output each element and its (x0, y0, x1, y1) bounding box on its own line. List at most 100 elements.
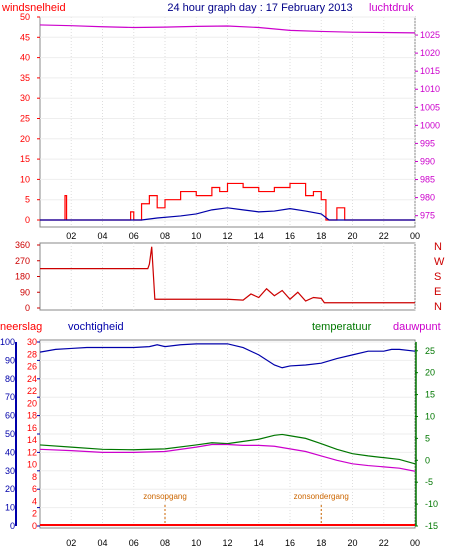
panel1-x-tick-label: 20 (347, 231, 357, 241)
temperature-tick-label: 20 (425, 368, 435, 378)
wind-speed-axis: 0 5 10 15 20 25 30 35 40 45 50 (20, 12, 40, 225)
panel3-x-tick-label: 20 (347, 538, 357, 548)
temperature-tick-label: -5 (425, 477, 433, 487)
panel3-x-tick-label: 02 (66, 538, 76, 548)
humidity-tick-label: 30 (5, 466, 15, 476)
temperature-label: temperatuur (312, 321, 372, 333)
wind-speed-line (40, 182, 415, 221)
panel1-x-tick-label: 18 (316, 231, 326, 241)
temperature-tick-label: 25 (425, 346, 435, 356)
chart-title: 24 hour graph day : 17 February 2013 (167, 2, 352, 14)
pressure-label: luchtdruk (369, 2, 414, 14)
rain-tick-label: 30 (27, 337, 37, 347)
humidity-tick-label: 100 (0, 337, 15, 347)
rain-tick-label: 16 (27, 423, 37, 433)
rain-tick-label: 20 (27, 398, 37, 408)
direction-tick-label: 180 (15, 272, 30, 282)
panel3-series (39, 343, 416, 526)
panel1-x-tick-label: 22 (379, 231, 389, 241)
pressure-axis: 975 980 985 990 995 1000 1005 1010 1015 1020 1025 (415, 30, 440, 221)
wind-speed-tick-label: 50 (20, 12, 30, 22)
panel2-series (40, 246, 415, 304)
humidity-tick-label: 70 (5, 392, 15, 402)
rain-tick-label: 26 (27, 362, 37, 372)
wind-speed-tick-label: 10 (20, 174, 30, 184)
temperature-tick-label: 15 (425, 390, 435, 400)
direction-tick-label: 90 (20, 287, 30, 297)
compass-label: N (434, 241, 442, 253)
humidity-tick-label: 80 (5, 374, 15, 384)
wind-speed-tick-label: 0 (25, 215, 30, 225)
panel1-x-tick-label: 02 (66, 231, 76, 241)
wind-speed-tick-label: 5 (25, 195, 30, 205)
pressure-line (39, 24, 416, 34)
panel1-x-tick-label: 16 (285, 231, 295, 241)
panel-wind-pressure: windsnelheid luchtdruk 05101520253035404… (1, 2, 440, 241)
sun-markers: zonsopgang zonsondergang (143, 492, 349, 526)
panel1-x-tick-label: 06 (129, 231, 139, 241)
rain-tick-label: 24 (27, 374, 37, 384)
panel1-gridlines (40, 16, 416, 227)
compass-label: E (434, 286, 441, 298)
panel3-x-axis: 02 04 06 08 10 12 14 16 18 20 22 00 (66, 538, 420, 548)
average-wind-line (40, 207, 415, 221)
panel2-gridlines (70, 243, 416, 310)
compass-label: W (434, 256, 445, 268)
rain-label: neerslag (0, 321, 42, 333)
panel1-x-tick-label: 12 (222, 231, 232, 241)
compass-label: N (434, 301, 442, 313)
compass-label: S (434, 271, 441, 283)
temperature-tick-label: 10 (425, 411, 435, 421)
humidity-tick-label: 20 (5, 484, 15, 494)
rain-tick-label: 18 (27, 411, 37, 421)
pressure-tick-label: 1020 (420, 48, 440, 58)
panel1-x-axis: 02 04 06 08 10 12 14 16 18 20 22 00 (66, 231, 420, 241)
wind-speed-tick-label: 20 (20, 134, 30, 144)
dewpoint-line (39, 443, 416, 472)
panel1-x-tick-label: 10 (191, 231, 201, 241)
humidity-tick-label: 60 (5, 411, 15, 421)
humidity-tick-label: 0 (10, 521, 15, 531)
humidity-tick-label: 90 (5, 355, 15, 365)
direction-tick-label: 270 (15, 256, 30, 266)
temperature-axis: -15 -10 -5 0 5 10 15 20 25 (415, 342, 438, 531)
pressure-tick-label: 1010 (420, 84, 440, 94)
pressure-tick-label: 1025 (420, 30, 440, 40)
panel3-x-tick-label: 08 (160, 538, 170, 548)
sunset-label: zonsondergang (294, 492, 349, 501)
temperature-tick-label: -15 (425, 521, 438, 531)
pressure-tick-label: 1000 (420, 120, 440, 130)
panel1-x-tick-label: 00 (410, 231, 420, 241)
panel3-gridlines (40, 341, 416, 528)
humidity-tick-label: 40 (5, 447, 15, 457)
panel3-x-tick-label: 10 (191, 538, 201, 548)
temperature-line (39, 433, 416, 465)
pressure-tick-label: 1015 (420, 66, 440, 76)
panel3-x-tick-label: 22 (379, 538, 389, 548)
rain-tick-label: 22 (27, 386, 37, 396)
direction-axis: 0 90 180 270 360 (15, 240, 40, 313)
rain-tick-label: 28 (27, 349, 37, 359)
panel3-x-tick-label: 06 (129, 538, 139, 548)
rain-tick-label: 2 (32, 509, 37, 519)
pressure-tick-label: 975 (420, 211, 435, 221)
rain-tick-label: 0 (32, 521, 37, 531)
panel1-series (39, 24, 416, 221)
wind-speed-tick-label: 25 (20, 114, 30, 124)
panel3-x-tick-label: 18 (316, 538, 326, 548)
panel1-x-tick-label: 04 (97, 231, 107, 241)
wind-speed-tick-label: 35 (20, 73, 30, 83)
dewpoint-label: dauwpunt (393, 321, 441, 333)
temperature-tick-label: -10 (425, 499, 438, 509)
pressure-tick-label: 980 (420, 193, 435, 203)
panel3-x-tick-label: 14 (254, 538, 264, 548)
sunrise-label: zonsopgang (143, 492, 187, 501)
direction-tick-label: 360 (15, 240, 30, 250)
pressure-tick-label: 985 (420, 175, 435, 185)
pressure-tick-label: 1005 (420, 102, 440, 112)
wind-speed-tick-label: 30 (20, 93, 30, 103)
